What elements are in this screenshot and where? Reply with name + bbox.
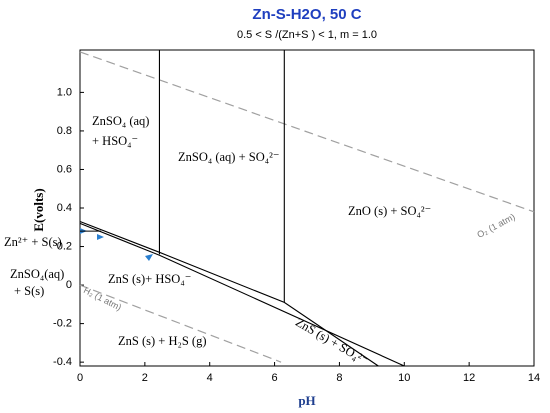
arrow-marker [97, 234, 104, 240]
water-line-label: O₂ (1 atm) [475, 212, 516, 240]
y-tick-label: 0.2 [57, 240, 72, 252]
region-label: ZnO (s) + SO₄²⁻ [348, 204, 431, 218]
boundary-line [79, 222, 405, 367]
arrow-marker [145, 254, 153, 261]
region-label: ZnSO₄(aq) [10, 267, 64, 281]
x-tick-label: 2 [142, 372, 148, 384]
x-tick-label: 14 [528, 372, 540, 384]
region-label: + S(s) [14, 284, 44, 298]
chart-subtitle: 0.5 < S /(Zn+S ) < 1, m = 1.0 [237, 29, 377, 41]
x-axis-label: pH [298, 393, 315, 408]
y-tick-label: -0.2 [53, 318, 72, 330]
region-label: ZnSO₄ (aq) + SO₄²⁻ [178, 150, 279, 164]
y-tick-label: 1.0 [57, 86, 72, 98]
boundary-line [79, 220, 379, 367]
x-tick-label: 4 [207, 372, 213, 384]
x-tick-label: 6 [272, 372, 278, 384]
x-tick-label: 10 [398, 372, 410, 384]
region-label: ZnS (s)+ HSO₄⁻ [108, 272, 191, 286]
y-tick-label: 0.6 [57, 163, 72, 175]
water-line [79, 284, 282, 363]
x-tick-label: 8 [336, 372, 342, 384]
y-tick-label: 0.4 [57, 202, 72, 214]
water-line [79, 51, 535, 213]
x-tick-label: 12 [463, 372, 475, 384]
region-label: Zn²⁺ + S(s) [4, 235, 62, 249]
chart-title: Zn-S-H2O, 50 C [252, 6, 361, 23]
y-tick-label: 0 [66, 279, 72, 291]
region-label: ZnS (s) + SO₄²⁻ [293, 315, 370, 368]
water-line-label: H₂ (1 atm) [82, 285, 123, 313]
y-axis-label: E(volts) [31, 188, 46, 231]
region-label: ZnS (s) + H₂S (g) [118, 334, 207, 348]
y-tick-label: -0.4 [53, 356, 72, 368]
x-tick-label: 0 [77, 372, 83, 384]
region-label: ZnSO₄ (aq) [92, 114, 149, 128]
region-label: + HSO₄⁻ [92, 134, 138, 148]
y-tick-label: 0.8 [57, 125, 72, 137]
